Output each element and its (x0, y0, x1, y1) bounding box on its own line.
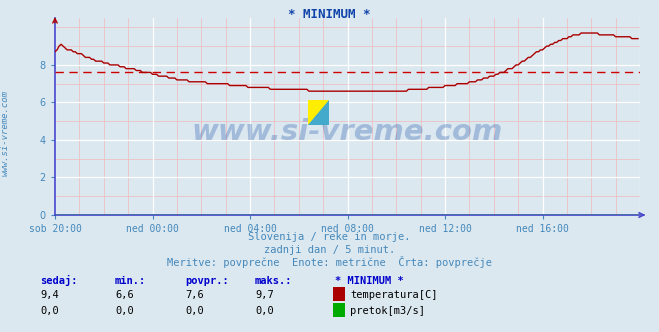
Text: * MINIMUM *: * MINIMUM * (288, 8, 371, 21)
Text: povpr.:: povpr.: (185, 276, 229, 286)
Bar (308, 100, 318, 113)
Polygon shape (308, 100, 329, 125)
Text: 7,6: 7,6 (185, 290, 204, 300)
Text: 6,6: 6,6 (115, 290, 134, 300)
Text: 9,4: 9,4 (40, 290, 59, 300)
Text: sedaj:: sedaj: (40, 275, 78, 286)
Text: * MINIMUM *: * MINIMUM * (335, 276, 404, 286)
Polygon shape (308, 100, 329, 125)
Text: 0,0: 0,0 (255, 306, 273, 316)
Text: Meritve: povprečne  Enote: metrične  Črta: povprečje: Meritve: povprečne Enote: metrične Črta:… (167, 256, 492, 268)
Text: pretok[m3/s]: pretok[m3/s] (350, 306, 425, 316)
Text: 0,0: 0,0 (185, 306, 204, 316)
Text: www.si-vreme.com: www.si-vreme.com (1, 90, 10, 176)
Text: www.si-vreme.com: www.si-vreme.com (192, 118, 503, 146)
Text: zadnji dan / 5 minut.: zadnji dan / 5 minut. (264, 245, 395, 255)
Text: min.:: min.: (115, 276, 146, 286)
Text: Slovenija / reke in morje.: Slovenija / reke in morje. (248, 232, 411, 242)
Text: 0,0: 0,0 (40, 306, 59, 316)
Bar (308, 113, 318, 125)
Text: maks.:: maks.: (255, 276, 293, 286)
Bar (318, 100, 329, 113)
Bar (318, 113, 329, 125)
Polygon shape (308, 100, 329, 125)
Text: 9,7: 9,7 (255, 290, 273, 300)
Text: temperatura[C]: temperatura[C] (350, 290, 438, 300)
Polygon shape (308, 100, 329, 125)
Text: 0,0: 0,0 (115, 306, 134, 316)
